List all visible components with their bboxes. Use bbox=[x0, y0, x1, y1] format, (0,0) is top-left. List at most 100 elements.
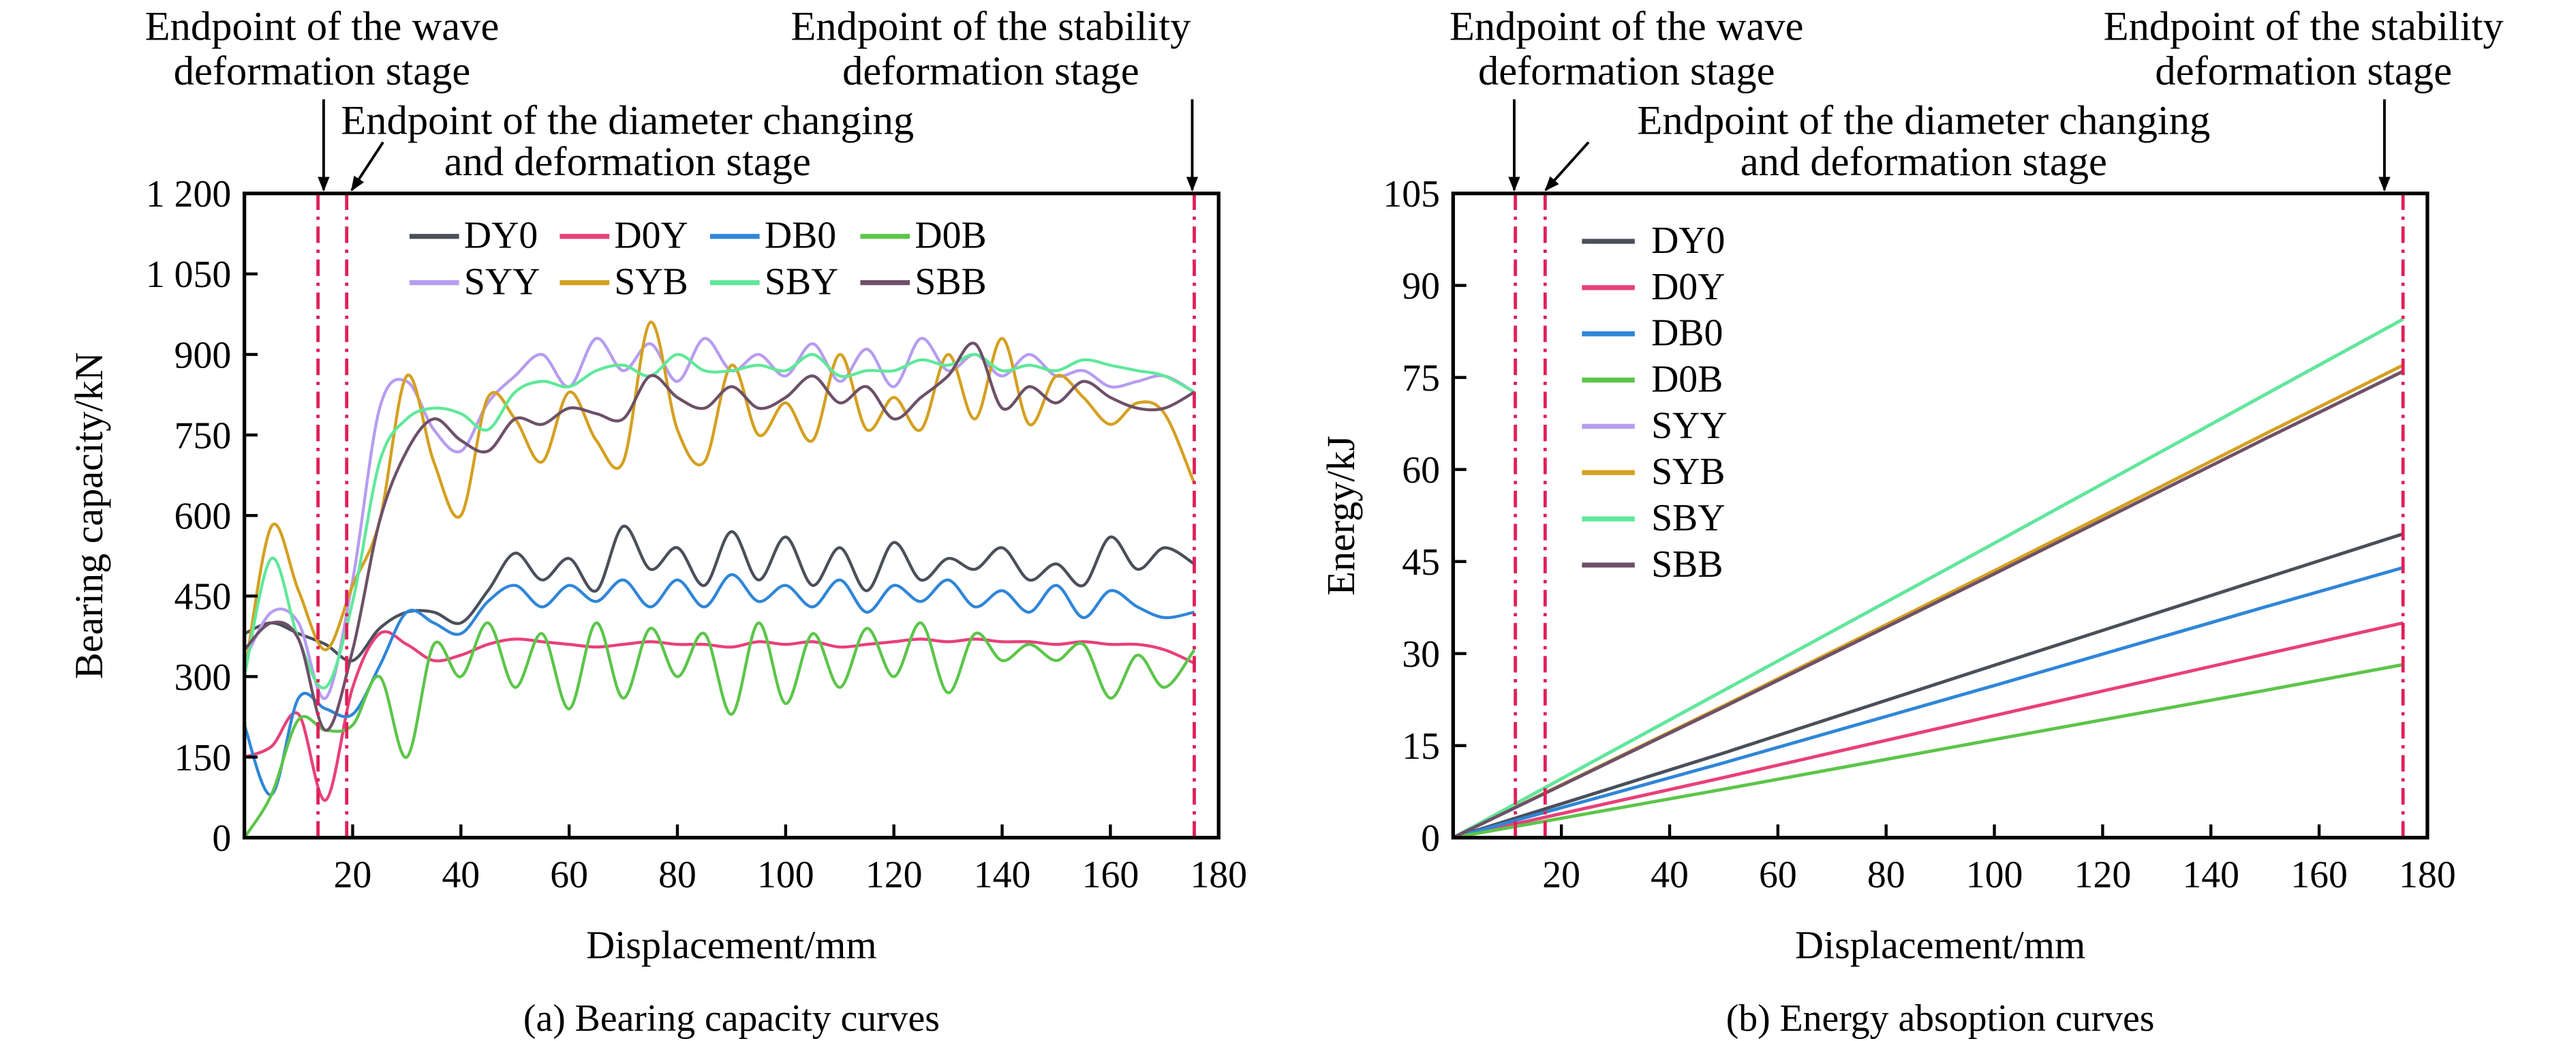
x-tick-label: 160 bbox=[2290, 854, 2348, 896]
annotation-wave-line1: Endpoint of the wave bbox=[1450, 3, 1804, 49]
legend-item-sby: SBY bbox=[709, 261, 838, 303]
annotation-wave-line2: deformation stage bbox=[1478, 48, 1775, 94]
plot-frame bbox=[242, 192, 1221, 840]
legend-label: SBB bbox=[1651, 543, 1723, 586]
x-tick-label: 120 bbox=[2074, 854, 2132, 896]
x-tick-label: 40 bbox=[1651, 854, 1689, 896]
y-tick-label: 900 bbox=[174, 334, 232, 376]
x-tick-label: 180 bbox=[2399, 854, 2456, 896]
bearing-capacity-chart: Bearing capacity/kN Displacement/mm (a) … bbox=[67, 173, 1247, 1040]
y-tick-label: 45 bbox=[1402, 541, 1440, 584]
legend-label: DB0 bbox=[1651, 312, 1723, 354]
x-tick-label: 140 bbox=[974, 854, 1031, 896]
chart-caption: (a) Bearing capacity curves bbox=[523, 997, 940, 1040]
y-tick-label: 15 bbox=[1402, 725, 1440, 768]
y-tick-label: 600 bbox=[174, 496, 232, 538]
legend-item-d0y: D0Y bbox=[1582, 266, 1725, 308]
x-tick-label: 60 bbox=[1759, 854, 1797, 896]
annotation-stability-line2: deformation stage bbox=[842, 48, 1139, 94]
plot-frame bbox=[1451, 192, 2429, 840]
y-axis-label: Energy/kJ bbox=[1319, 436, 1363, 596]
y-tick-label: 30 bbox=[1402, 633, 1440, 676]
legend-item-syy: SYY bbox=[409, 261, 540, 303]
energy-absorption-chart: Energy/kJ Displacement/mm (b) Energy abs… bbox=[1319, 173, 2456, 1040]
legend-item-d0y: D0Y bbox=[559, 215, 688, 257]
series-line-sby bbox=[1452, 318, 2404, 839]
legend-label: SYY bbox=[464, 261, 540, 303]
series-line-db0 bbox=[1452, 566, 2404, 840]
legend-item-sby: SBY bbox=[1582, 497, 1725, 539]
y-tick-label: 150 bbox=[174, 737, 232, 779]
y-tick-label: 450 bbox=[174, 576, 232, 618]
x-tick-label: 160 bbox=[1082, 854, 1139, 896]
series-line-sbb bbox=[1452, 369, 2404, 839]
legend-label: D0B bbox=[1651, 359, 1723, 401]
y-tick-label: 90 bbox=[1402, 265, 1440, 307]
legend-item-d0b: D0B bbox=[860, 215, 987, 257]
x-tick-label: 20 bbox=[334, 854, 372, 896]
annotation-diameter-line1: Endpoint of the diameter changing bbox=[341, 98, 914, 144]
x-tick-label: 100 bbox=[1966, 854, 2023, 896]
annotation-wave-line1: Endpoint of the wave bbox=[145, 3, 500, 49]
legend-label: SBY bbox=[765, 261, 838, 303]
legend-label: DB0 bbox=[765, 215, 836, 257]
legend-label: D0Y bbox=[614, 215, 688, 257]
legend-label: SBB bbox=[915, 261, 986, 303]
legend-item-sbb: SBB bbox=[1582, 543, 1723, 586]
x-tick-label: 60 bbox=[550, 854, 588, 896]
arrow-diameter bbox=[1544, 141, 1590, 192]
x-tick-label: 40 bbox=[442, 854, 480, 896]
y-tick-label: 0 bbox=[212, 817, 231, 860]
annotation-wave-line2: deformation stage bbox=[174, 48, 471, 94]
chart-caption: (b) Energy absoption curves bbox=[1726, 997, 2155, 1040]
legend-label: D0B bbox=[915, 215, 986, 257]
series-line-db0 bbox=[243, 573, 1195, 796]
series-line-sby bbox=[243, 352, 1195, 690]
x-tick-label: 80 bbox=[1867, 854, 1905, 896]
annotations-right: Endpoint of the wave deformation stage E… bbox=[1450, 3, 2504, 192]
x-tick-label: 100 bbox=[757, 854, 814, 896]
legend-label: SYB bbox=[1651, 451, 1725, 493]
y-tick-label: 750 bbox=[174, 414, 232, 457]
annotation-stability-line2: deformation stage bbox=[2155, 48, 2452, 94]
x-axis-label: Displacement/mm bbox=[1795, 923, 2085, 967]
legend-label: SYB bbox=[614, 261, 688, 303]
series-line-syb bbox=[243, 320, 1196, 677]
x-tick-label: 120 bbox=[865, 854, 923, 896]
y-tick-label: 1 200 bbox=[146, 173, 231, 215]
legend-item-db0: DB0 bbox=[709, 215, 836, 257]
x-tick-label: 20 bbox=[1542, 854, 1580, 896]
y-tick-label: 1 050 bbox=[146, 254, 231, 296]
y-tick-label: 60 bbox=[1402, 449, 1440, 492]
legend-label: D0Y bbox=[1651, 266, 1725, 308]
series-line-syb bbox=[1452, 363, 2404, 839]
x-axis-label: Displacement/mm bbox=[586, 923, 876, 967]
series-line-dy0 bbox=[243, 524, 1195, 663]
x-tick-label: 80 bbox=[658, 854, 696, 896]
annotation-diameter-line2: and deformation stage bbox=[1741, 139, 2107, 185]
legend-label: DY0 bbox=[464, 215, 538, 257]
legend-item-syb: SYB bbox=[1582, 451, 1725, 493]
x-tick-label: 180 bbox=[1190, 854, 1247, 896]
legend-item-dy0: DY0 bbox=[1582, 220, 1725, 262]
series-line-d0b bbox=[1452, 663, 2404, 840]
legend-label: SYY bbox=[1651, 404, 1727, 447]
legend-item-syb: SYB bbox=[559, 261, 688, 303]
legend-item-sbb: SBB bbox=[860, 261, 987, 303]
series-line-d0y bbox=[243, 630, 1195, 802]
series-line-dy0 bbox=[1452, 532, 2404, 840]
annotation-stability-line1: Endpoint of the stability bbox=[2104, 3, 2504, 49]
annotations-left: Endpoint of the wave deformation stage E… bbox=[145, 3, 1199, 192]
annotation-stability-line1: Endpoint of the stability bbox=[791, 3, 1191, 49]
annotation-diameter-line1: Endpoint of the diameter changing bbox=[1637, 98, 2210, 144]
series-group bbox=[243, 320, 1196, 839]
arrow-diameter bbox=[350, 141, 384, 192]
y-tick-label: 0 bbox=[1421, 817, 1440, 860]
series-group bbox=[1452, 318, 2404, 840]
y-tick-label: 75 bbox=[1402, 357, 1440, 399]
y-axis-label: Bearing capacity/kN bbox=[67, 352, 111, 678]
series-line-d0b bbox=[243, 621, 1196, 839]
y-tick-label: 300 bbox=[174, 657, 232, 699]
